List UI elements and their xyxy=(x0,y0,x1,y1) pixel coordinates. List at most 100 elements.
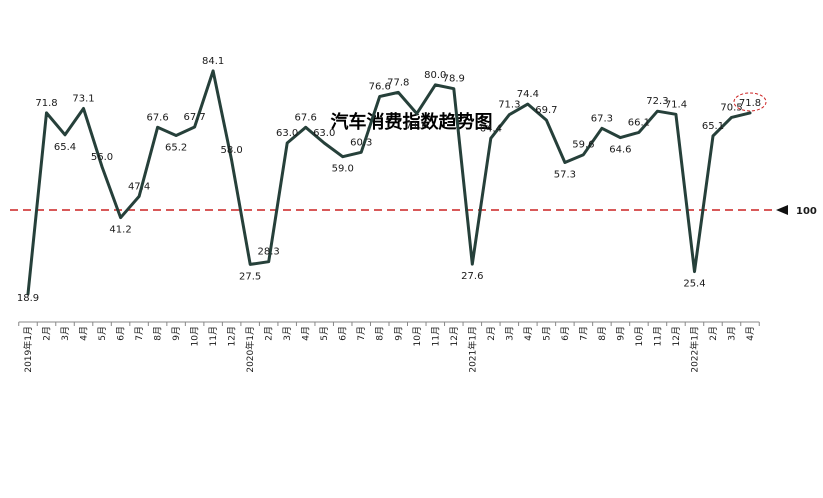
data-label: 69.7 xyxy=(535,105,557,116)
data-label: 71.8 xyxy=(739,98,761,109)
data-point xyxy=(415,112,418,115)
x-tick-label: 12月 xyxy=(671,326,682,346)
data-label: 76.6 xyxy=(369,82,391,93)
data-point xyxy=(267,260,270,263)
data-label: 63.0 xyxy=(276,128,298,139)
data-point xyxy=(193,125,196,129)
x-tick-label: 5月 xyxy=(97,326,108,341)
x-tick-label: 10月 xyxy=(190,326,201,346)
x-tick-label: 7月 xyxy=(578,326,589,341)
data-label: 70.5 xyxy=(720,102,742,113)
data-label: 58.0 xyxy=(221,145,243,156)
data-label: 71.4 xyxy=(665,99,687,110)
x-tick-label: 11月 xyxy=(652,326,663,346)
data-point xyxy=(211,69,215,73)
data-point xyxy=(137,195,141,198)
data-point xyxy=(434,83,437,87)
data-label: 71.6 xyxy=(406,121,428,132)
x-tick-label: 11月 xyxy=(430,326,441,346)
x-tick-label: 4月 xyxy=(523,326,534,341)
data-point xyxy=(489,137,493,140)
x-tick-label: 3月 xyxy=(60,326,71,341)
data-label: 80.0 xyxy=(424,70,446,81)
data-point xyxy=(119,216,122,219)
data-point xyxy=(285,141,289,145)
x-tick-label: 12月 xyxy=(227,326,238,346)
data-point xyxy=(619,136,622,139)
x-tick-label: 2月 xyxy=(486,326,497,341)
x-tick-label: 2月 xyxy=(264,326,275,341)
data-label: 78.9 xyxy=(443,74,465,85)
reference-arrow-icon xyxy=(776,205,788,215)
data-label: 56.0 xyxy=(91,152,113,163)
data-label: 27.5 xyxy=(239,271,261,282)
data-point xyxy=(748,111,752,115)
x-tick-label: 5月 xyxy=(541,326,552,341)
data-label: 64.4 xyxy=(480,123,502,134)
x-tick-label: 8月 xyxy=(375,326,386,341)
data-point xyxy=(397,91,400,94)
data-point xyxy=(341,155,344,158)
x-tick-label: 3月 xyxy=(282,326,293,341)
x-tick-label: 2020年1月 xyxy=(244,326,256,373)
data-label: 67.7 xyxy=(183,112,205,123)
x-tick-label: 10月 xyxy=(634,326,645,346)
data-point xyxy=(323,141,326,145)
data-point xyxy=(730,116,733,119)
x-tick-label: 2022年1月 xyxy=(688,326,700,373)
data-label: 27.6 xyxy=(461,271,483,282)
data-label: 64.6 xyxy=(609,145,631,156)
data-label: 57.3 xyxy=(554,170,576,181)
data-label: 72.3 xyxy=(646,96,668,107)
reference-line-label: 100 xyxy=(796,206,817,217)
data-point xyxy=(545,118,548,122)
data-label: 71.8 xyxy=(35,98,57,109)
data-label: 65.4 xyxy=(54,142,76,153)
data-label: 28.3 xyxy=(258,247,280,258)
x-tick-label: 11月 xyxy=(208,326,219,346)
data-point xyxy=(674,113,678,116)
data-point xyxy=(582,153,585,156)
data-label: 18.9 xyxy=(17,293,39,304)
x-tick-label: 2021年1月 xyxy=(466,326,478,373)
data-label: 25.4 xyxy=(683,279,705,290)
data-point xyxy=(230,158,233,162)
data-label: 74.4 xyxy=(517,89,539,100)
data-point xyxy=(63,133,67,137)
chart-title: 汽车消费指数趋势图 xyxy=(330,112,493,133)
data-label: 77.8 xyxy=(387,77,409,88)
x-tick-label: 3月 xyxy=(726,326,737,341)
data-label: 67.6 xyxy=(295,112,317,123)
data-label: 59.0 xyxy=(332,164,354,175)
data-point xyxy=(526,102,530,106)
x-tick-label: 4月 xyxy=(745,326,756,341)
data-point xyxy=(656,110,659,113)
x-tick-label: 3月 xyxy=(504,326,515,341)
x-tick-label: 9月 xyxy=(171,326,182,341)
x-tick-label: 2019年1月 xyxy=(22,326,34,373)
data-label: 59.6 xyxy=(572,140,594,151)
highlight-ellipse xyxy=(733,92,767,112)
data-point xyxy=(304,126,307,129)
data-label: 73.1 xyxy=(72,93,94,104)
data-label: 65.1 xyxy=(702,121,724,132)
x-tick-label: 7月 xyxy=(356,326,367,341)
data-label: 67.3 xyxy=(591,113,613,124)
x-tick-label: 12月 xyxy=(449,326,460,346)
x-tick-label: 9月 xyxy=(393,326,404,341)
x-tick-label: 2月 xyxy=(42,326,53,341)
data-label: 47.4 xyxy=(128,181,150,192)
data-point xyxy=(174,134,178,137)
data-label: 67.6 xyxy=(146,112,168,123)
x-tick-label: 8月 xyxy=(153,326,164,341)
data-point xyxy=(563,161,567,164)
data-label: 66.1 xyxy=(628,117,650,128)
data-point xyxy=(637,131,641,134)
data-point xyxy=(693,270,696,273)
x-tick-label: 2月 xyxy=(708,326,719,341)
data-point xyxy=(452,87,455,90)
data-label: 71.3 xyxy=(498,100,520,111)
data-label: 63.0 xyxy=(313,128,335,139)
data-label: 84.1 xyxy=(202,56,224,67)
